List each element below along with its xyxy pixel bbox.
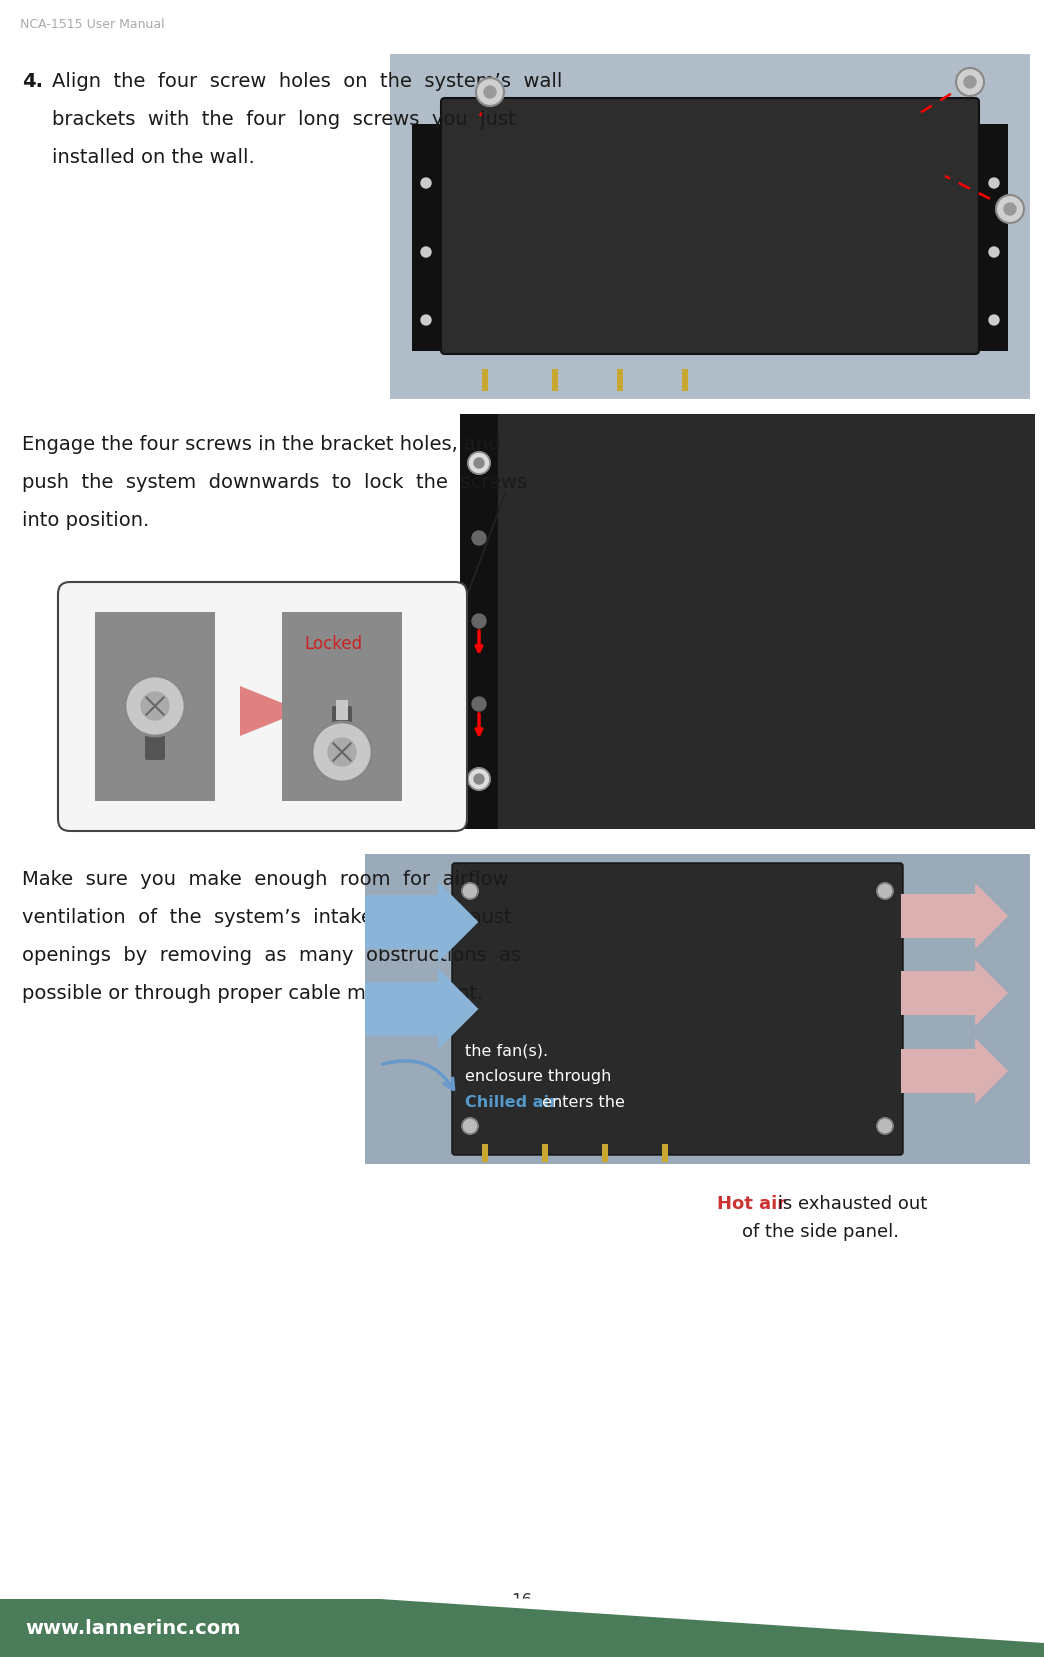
Text: Hot air: Hot air (717, 1195, 786, 1213)
Bar (602, 1145, 608, 1162)
Circle shape (472, 772, 487, 787)
Text: brackets  with  the  four  long  screws  you  just: brackets with the four long screws you j… (52, 109, 516, 129)
Bar (460, 414, 498, 830)
Text: openings  by  removing  as  many  obstructions  as: openings by removing as many obstruction… (22, 946, 521, 964)
FancyBboxPatch shape (332, 706, 352, 732)
Text: ventilation  of  the  system’s  intake  and  exhaust: ventilation of the system’s intake and e… (22, 908, 512, 926)
Circle shape (328, 739, 356, 767)
Bar (0, 1599, 1044, 1657)
Circle shape (421, 316, 431, 326)
Bar (662, 1145, 668, 1162)
Text: Make  sure  you  make  enough  room  for  airflow: Make sure you make enough room for airfl… (22, 870, 508, 888)
Circle shape (472, 615, 487, 628)
Circle shape (989, 316, 999, 326)
FancyBboxPatch shape (365, 969, 478, 1051)
Circle shape (468, 452, 490, 474)
Circle shape (996, 196, 1024, 224)
Circle shape (476, 80, 504, 108)
Text: enclosure through: enclosure through (465, 1069, 612, 1084)
FancyBboxPatch shape (452, 863, 903, 1155)
Circle shape (125, 676, 185, 737)
Polygon shape (380, 1599, 1044, 1644)
Circle shape (1004, 204, 1016, 215)
Bar (482, 370, 488, 391)
Circle shape (141, 693, 169, 721)
Text: Locked: Locked (304, 635, 362, 653)
FancyArrowPatch shape (383, 1060, 453, 1090)
Text: 16: 16 (512, 1591, 532, 1609)
FancyBboxPatch shape (145, 729, 165, 761)
Text: Align  the  four  screw  holes  on  the  system’s  wall: Align the four screw holes on the system… (52, 71, 563, 91)
Bar (365, 855, 1030, 1165)
Bar (542, 1145, 548, 1162)
Circle shape (877, 1118, 893, 1135)
Bar (617, 370, 623, 391)
Circle shape (484, 86, 496, 99)
Text: possible or through proper cable management.: possible or through proper cable managem… (22, 983, 483, 1002)
Text: installed on the wall.: installed on the wall. (52, 147, 255, 167)
Bar (980, 124, 1009, 351)
Bar (552, 370, 557, 391)
Circle shape (462, 1118, 478, 1135)
Bar (482, 1145, 488, 1162)
Circle shape (989, 179, 999, 189)
Bar (282, 613, 402, 802)
FancyBboxPatch shape (441, 99, 979, 355)
Circle shape (877, 883, 893, 900)
Circle shape (472, 457, 487, 471)
Circle shape (474, 774, 484, 784)
Text: 4.: 4. (22, 71, 43, 91)
Circle shape (462, 883, 478, 900)
Text: push  the  system  downwards  to  lock  the  screws: push the system downwards to lock the sc… (22, 472, 527, 492)
Text: of the side panel.: of the side panel. (742, 1223, 899, 1239)
FancyBboxPatch shape (365, 882, 478, 963)
Circle shape (472, 698, 487, 711)
Text: into position.: into position. (22, 510, 149, 530)
Bar (460, 414, 1035, 830)
Circle shape (468, 769, 490, 790)
FancyBboxPatch shape (58, 583, 467, 832)
Bar (390, 55, 1030, 399)
Text: is exhausted out: is exhausted out (772, 1195, 927, 1213)
Bar (336, 701, 348, 721)
Circle shape (312, 722, 372, 782)
Bar (95, 613, 215, 802)
FancyBboxPatch shape (901, 883, 1009, 949)
Bar (412, 124, 440, 351)
Text: enters the: enters the (537, 1094, 625, 1109)
Circle shape (964, 76, 976, 89)
FancyBboxPatch shape (901, 961, 1009, 1026)
Circle shape (421, 249, 431, 258)
Text: www.lannerinc.com: www.lannerinc.com (25, 1619, 240, 1637)
Text: Engage the four screws in the bracket holes, and: Engage the four screws in the bracket ho… (22, 434, 500, 454)
Circle shape (472, 532, 487, 545)
Polygon shape (380, 1597, 1044, 1599)
Text: NCA-1515 User Manual: NCA-1515 User Manual (20, 18, 165, 31)
Circle shape (474, 459, 484, 469)
Bar (682, 370, 688, 391)
Circle shape (421, 179, 431, 189)
Circle shape (989, 249, 999, 258)
Polygon shape (240, 686, 302, 737)
Circle shape (956, 70, 984, 98)
Text: the fan(s).: the fan(s). (465, 1042, 548, 1057)
Text: Chilled air: Chilled air (465, 1094, 557, 1109)
FancyBboxPatch shape (901, 1039, 1009, 1104)
